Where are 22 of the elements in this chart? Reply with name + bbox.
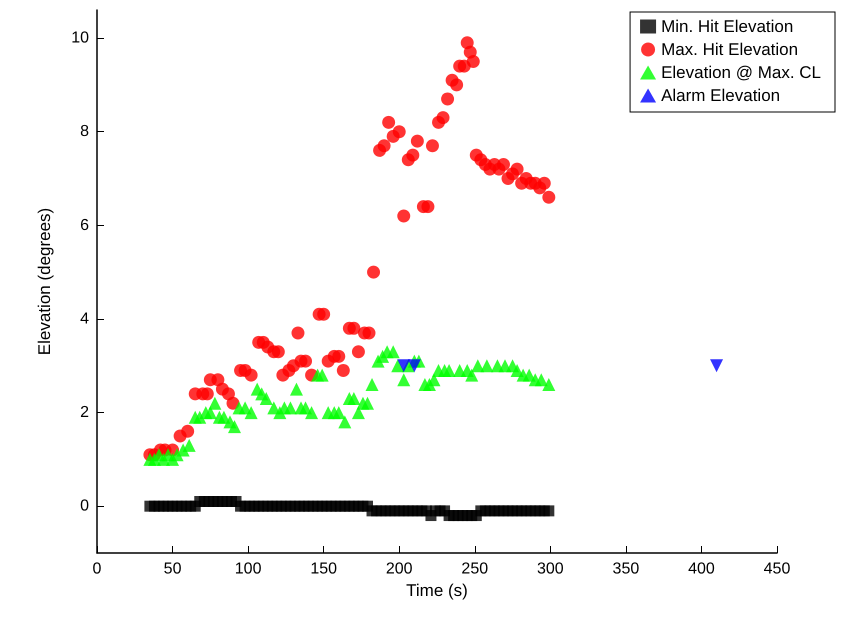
x-tick-label: 400 <box>688 560 715 578</box>
legend-label: Min. Hit Elevation <box>661 17 794 36</box>
x-axis-title: Time (s) <box>406 580 468 600</box>
legend-label: Alarm Elevation <box>661 86 780 105</box>
x-tick-label: 150 <box>310 560 338 578</box>
y-tick-label: 2 <box>80 404 90 422</box>
x-tick-label: 300 <box>536 560 564 578</box>
y-tick-label: 6 <box>80 216 90 234</box>
y-tick-label: 8 <box>80 123 90 140</box>
y-axis-title: Elevation (degrees) <box>35 208 54 356</box>
y-tick-label: 0 <box>80 498 90 515</box>
x-tick-label: 50 <box>164 560 182 578</box>
x-tick-label: 200 <box>386 560 413 578</box>
x-tick-label: 450 <box>764 560 790 578</box>
x-tick-label: 0 <box>92 560 102 578</box>
x-tick-label: 350 <box>612 560 640 578</box>
legend-label: Elevation @ Max. CL <box>661 63 822 82</box>
y-tick-label: 4 <box>80 310 90 328</box>
legend-label: Max. Hit Elevation <box>661 40 798 59</box>
y-tick-label: 10 <box>71 30 90 47</box>
x-tick-label: 100 <box>234 560 262 578</box>
x-tick-label: 250 <box>461 560 488 578</box>
